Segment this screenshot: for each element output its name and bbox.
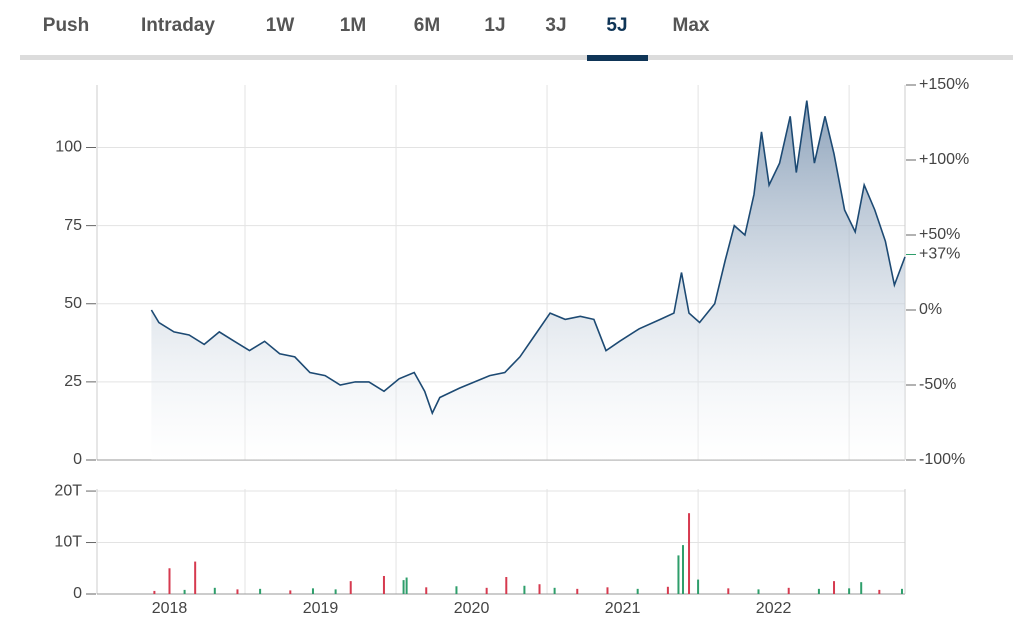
- x-tick-label: 2021: [605, 600, 641, 617]
- volume-bar: [523, 585, 526, 594]
- y-tick-label: 0: [73, 451, 82, 468]
- tab[interactable]: 3J: [545, 15, 566, 36]
- volume-bar: [382, 575, 385, 594]
- volume-bar: [485, 587, 488, 594]
- volume-bar: [878, 589, 881, 594]
- volume-bar: [505, 577, 508, 594]
- volume-bar: [168, 568, 171, 594]
- volume-bar: [576, 588, 579, 594]
- volume-bar: [425, 587, 428, 594]
- volume-bar: [455, 586, 458, 594]
- tab[interactable]: Max: [673, 15, 710, 36]
- volume-bar: [259, 588, 262, 594]
- volume-bar: [311, 588, 314, 594]
- y-tick-label: 75: [64, 217, 82, 234]
- volume-bar: [757, 589, 760, 594]
- volume-bar: [697, 579, 700, 594]
- price-line: [150, 100, 906, 416]
- y-tick-label: 100: [55, 139, 82, 156]
- volume-bar: [677, 555, 680, 594]
- volume-bar: [817, 588, 820, 594]
- y2-tick-label: -100%: [919, 451, 965, 468]
- tab[interactable]: 1J: [484, 15, 505, 36]
- volume-bar: [681, 545, 684, 594]
- y-tick-label: 10T: [54, 534, 82, 551]
- tab[interactable]: 1M: [340, 15, 366, 36]
- volume-bar: [153, 590, 156, 594]
- volume-bar: [349, 581, 352, 594]
- active-tab-underline: [587, 55, 648, 61]
- volume-bar: [860, 582, 863, 594]
- volume-bar: [402, 580, 405, 594]
- y-tick-label: 0: [73, 585, 82, 602]
- y2-tick-label: +50%: [919, 226, 960, 243]
- volume-bar: [727, 588, 730, 594]
- volume-bar: [538, 584, 541, 594]
- tab[interactable]: Intraday: [141, 15, 215, 36]
- y2-tick-label: +100%: [919, 151, 969, 168]
- volume-bar: [787, 587, 790, 594]
- x-tick-label: 2020: [454, 600, 490, 617]
- y2-tick-label: -50%: [919, 376, 956, 393]
- volume-bar: [688, 513, 691, 594]
- y2-tick-label: 0%: [919, 301, 942, 318]
- y-tick-label: 25: [64, 373, 82, 390]
- volume-bar: [194, 561, 197, 594]
- y2-tick-label: +150%: [919, 76, 969, 93]
- volume-bar: [289, 590, 292, 594]
- last-value-label: +37%: [919, 246, 960, 263]
- volume-bar: [900, 588, 903, 594]
- tab-bar: [20, 55, 1013, 60]
- volume-bar: [405, 577, 408, 594]
- volume-bar: [236, 589, 239, 594]
- tab[interactable]: 1W: [266, 15, 295, 36]
- price-area: [151, 100, 905, 460]
- volume-bar: [553, 587, 556, 594]
- tab[interactable]: Push: [43, 15, 89, 36]
- volume-bar: [183, 589, 186, 594]
- volume-bar: [833, 581, 836, 594]
- volume-bar: [334, 589, 337, 594]
- y-tick-label: 50: [64, 295, 82, 312]
- volume-bar: [848, 588, 851, 594]
- volume-bar: [213, 587, 216, 594]
- tab[interactable]: 5J: [606, 15, 627, 36]
- x-tick-label: 2019: [303, 600, 339, 617]
- tab[interactable]: 6M: [414, 15, 440, 36]
- volume-bar: [666, 586, 669, 594]
- y-tick-label: 20T: [54, 482, 82, 499]
- x-tick-label: 2022: [756, 600, 792, 617]
- volume-bar: [606, 587, 609, 594]
- x-tick-label: 2018: [152, 600, 188, 617]
- volume-bar: [636, 588, 639, 594]
